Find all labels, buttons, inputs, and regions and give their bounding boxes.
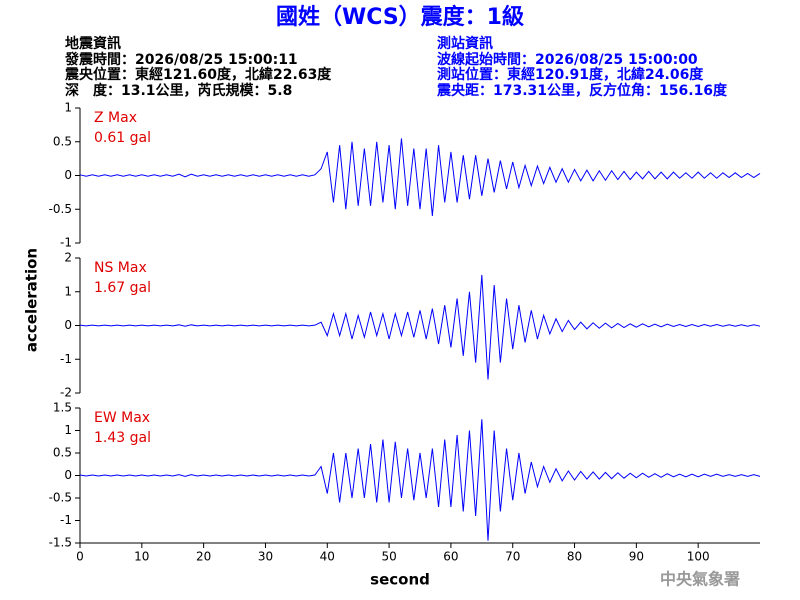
x-tick-label: 50	[381, 550, 396, 564]
chart-title: 國姓（WCS）震度：1級	[276, 4, 524, 30]
series-name: Z Max	[94, 110, 137, 126]
y-tick-label: 1	[64, 284, 72, 298]
series-name: NS Max	[94, 260, 147, 276]
info-right: 測站位置：東經120.91度，北緯24.06度	[437, 66, 704, 83]
x-tick-label: 30	[258, 550, 273, 564]
info-right: 測站資訊	[437, 35, 493, 52]
x-tick-label: 0	[76, 550, 84, 564]
y-tick-label: 2	[64, 251, 72, 265]
footer: 中央氣象署	[660, 570, 740, 589]
y-tick-label: 1	[64, 423, 72, 437]
y-tick-label: 1	[64, 101, 72, 115]
waveform	[79, 138, 761, 217]
info-left: 震央位置：東經121.60度，北緯22.63度	[64, 66, 332, 83]
series-annotation: 0.61 gal	[94, 130, 151, 146]
y-tick-label: -0.5	[49, 491, 72, 505]
y-tick-label: -0.5	[49, 202, 72, 216]
x-tick-label: 10	[134, 550, 149, 564]
y-tick-label: -1	[60, 352, 72, 366]
y-axis-label: acceleration	[23, 248, 41, 352]
info-left: 地震資訊	[65, 35, 121, 52]
series-name: EW Max	[94, 410, 150, 426]
series-annotation: 1.43 gal	[94, 430, 151, 446]
y-tick-label: 0	[64, 168, 72, 182]
y-tick-label: 1.5	[53, 401, 72, 415]
x-tick-label: 80	[567, 550, 582, 564]
y-tick-label: 0	[64, 468, 72, 482]
x-tick-label: 70	[505, 550, 520, 564]
x-tick-label: 100	[687, 550, 710, 564]
waveform	[79, 274, 761, 380]
y-tick-label: -1	[60, 513, 72, 527]
info-left: 深 度：13.1公里，芮氏規模：5.8	[65, 82, 292, 99]
y-tick-label: 0	[64, 318, 72, 332]
x-tick-label: 20	[196, 550, 211, 564]
info-left: 發震時間：2026/08/25 15:00:11	[64, 51, 298, 68]
waveform	[79, 419, 761, 541]
info-right: 震央距：173.31公里，反方位角：156.16度	[436, 82, 728, 99]
x-tick-label: 90	[629, 550, 644, 564]
y-tick-label: -2	[60, 386, 72, 400]
y-tick-label: 0.5	[53, 446, 72, 460]
info-right: 波線起始時間：2026/08/25 15:00:00	[437, 51, 698, 68]
x-tick-label: 40	[320, 550, 335, 564]
x-axis-label: second	[370, 571, 430, 589]
y-tick-label: -1	[60, 236, 72, 250]
x-tick-label: 60	[443, 550, 458, 564]
y-tick-label: 0.5	[53, 134, 72, 148]
y-tick-label: -1.5	[49, 536, 72, 550]
series-annotation: 1.67 gal	[94, 280, 151, 296]
